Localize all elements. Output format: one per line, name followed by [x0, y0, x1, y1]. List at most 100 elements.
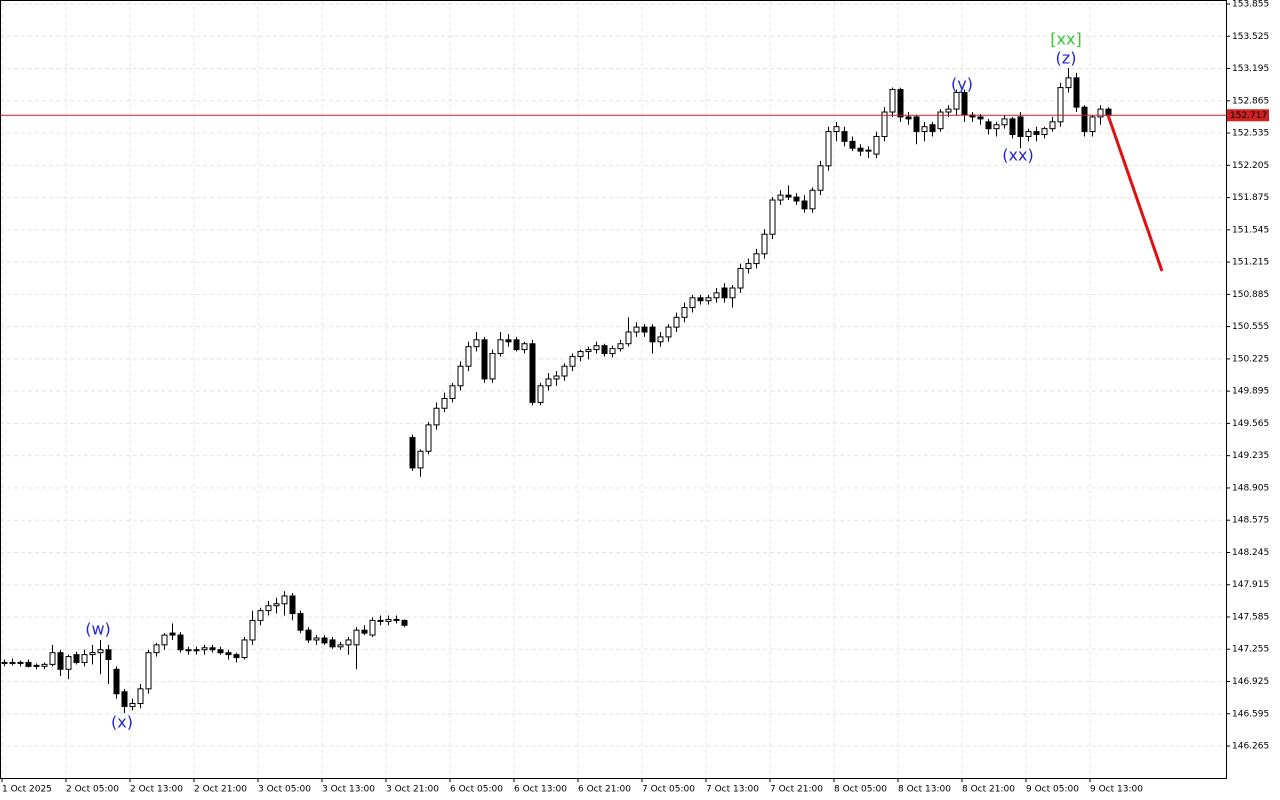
- x-tick-label: 3 Oct 21:00: [386, 785, 439, 795]
- wave-label: (w): [85, 620, 111, 639]
- candle-body: [441, 397, 448, 409]
- candle-body: [561, 365, 568, 377]
- y-tick-label: 150.555: [1232, 322, 1269, 332]
- candle-body: [609, 348, 616, 355]
- x-tick-label: 1 Oct 2025: [2, 785, 52, 795]
- candle-body: [97, 649, 104, 654]
- y-tick-label: 151.545: [1232, 225, 1269, 235]
- y-tick-label: 153.195: [1232, 64, 1269, 74]
- candle-body: [1081, 106, 1088, 133]
- candle-body: [465, 346, 472, 367]
- candle-body: [265, 605, 272, 612]
- candle-body: [385, 618, 392, 622]
- candle-body: [209, 647, 216, 651]
- candle-body: [825, 131, 832, 167]
- y-tick-label: 149.565: [1232, 419, 1269, 429]
- candle-body: [489, 353, 496, 380]
- candle-body: [9, 661, 16, 664]
- y-tick-label: 152.865: [1232, 96, 1269, 106]
- candle-body: [673, 316, 680, 328]
- candle-body: [345, 639, 352, 646]
- x-tick-label: 8 Oct 13:00: [898, 785, 951, 795]
- candle-body: [25, 661, 32, 667]
- candle-body: [977, 116, 984, 120]
- candle-body: [585, 349, 592, 353]
- candle-body: [617, 343, 624, 350]
- x-tick-label: 3 Oct 13:00: [322, 785, 375, 795]
- candle-body: [921, 126, 928, 133]
- y-tick-label: 149.235: [1232, 451, 1269, 461]
- candle-body: [553, 375, 560, 380]
- candle-body: [185, 649, 192, 652]
- candle-body: [1073, 77, 1080, 108]
- candle-body: [817, 165, 824, 191]
- candle-body: [129, 703, 136, 707]
- x-tick-label: 2 Oct 13:00: [130, 785, 183, 795]
- candle-body: [633, 326, 640, 333]
- candle-body: [273, 603, 280, 607]
- candle-body: [1049, 121, 1056, 130]
- x-tick-label: 7 Oct 21:00: [770, 785, 823, 795]
- candle-body: [641, 326, 648, 333]
- candle-body: [1041, 128, 1048, 136]
- candle-body: [161, 634, 168, 646]
- candle-body: [905, 116, 912, 120]
- y-tick-label: 148.575: [1232, 516, 1269, 526]
- y-tick-label: 146.265: [1232, 742, 1269, 752]
- candle-body: [1105, 108, 1112, 116]
- candle-body: [257, 610, 264, 621]
- candle-body: [81, 654, 88, 663]
- candle-body: [657, 336, 664, 343]
- candle-body: [1017, 116, 1024, 137]
- current-price-label: 152.717: [1230, 111, 1267, 121]
- candle-body: [593, 345, 600, 351]
- candle-body: [457, 365, 464, 387]
- candle-body: [961, 91, 968, 116]
- y-tick-label: 149.895: [1232, 387, 1269, 397]
- candle-body: [401, 619, 408, 626]
- candle-body: [145, 652, 152, 690]
- x-tick-label: 8 Oct 05:00: [834, 785, 887, 795]
- candle-body: [1097, 108, 1104, 118]
- candle-body: [449, 385, 456, 399]
- y-tick-label: 150.225: [1232, 354, 1269, 364]
- candle-body: [417, 450, 424, 469]
- candle-body: [513, 339, 520, 351]
- candle-body: [297, 613, 304, 631]
- candle-body: [721, 287, 728, 299]
- candle-body: [425, 424, 432, 452]
- candle-body: [577, 351, 584, 357]
- wave-label: [xx]: [1050, 30, 1081, 49]
- candle-body: [649, 326, 656, 343]
- candle-body: [121, 691, 128, 707]
- candle-body: [337, 644, 344, 648]
- candle-body: [225, 652, 232, 656]
- candle-body: [1033, 131, 1040, 136]
- candle-body: [369, 619, 376, 636]
- candle-body: [625, 331, 632, 345]
- candle-body: [729, 287, 736, 299]
- candle-body: [289, 595, 296, 615]
- candle-body: [377, 619, 384, 622]
- y-tick-label: 153.525: [1232, 32, 1269, 42]
- candle-body: [233, 654, 240, 659]
- y-tick-label: 148.245: [1232, 548, 1269, 558]
- x-tick-label: 7 Oct 13:00: [706, 785, 759, 795]
- candle-body: [761, 233, 768, 255]
- candle-body: [193, 649, 200, 652]
- y-tick-label: 147.255: [1232, 645, 1269, 655]
- candle-body: [889, 89, 896, 113]
- wave-label: (y): [951, 75, 973, 94]
- candle-body: [137, 688, 144, 705]
- candle-body: [681, 307, 688, 318]
- y-tick-label: 151.215: [1232, 258, 1269, 268]
- candle-body: [793, 196, 800, 202]
- candle-body: [89, 652, 96, 656]
- candle-body: [177, 634, 184, 651]
- candle-body: [241, 639, 248, 659]
- x-tick-label: 3 Oct 05:00: [258, 785, 311, 795]
- candle-body: [57, 652, 64, 670]
- candle-body: [753, 253, 760, 265]
- candle-body: [785, 194, 792, 198]
- candle-body: [665, 326, 672, 338]
